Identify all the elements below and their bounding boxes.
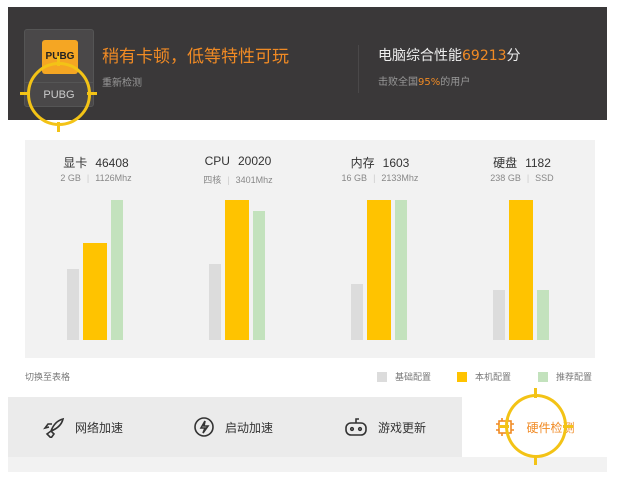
score-label: 电脑综合性能 (378, 48, 462, 64)
spec-separator: | (86, 173, 90, 183)
legend-base: 基础配置 (377, 370, 431, 383)
hardware-spec: 238 GB | SSD (451, 173, 593, 183)
legend-swatch (538, 371, 548, 382)
tab-label: 网络加速 (74, 420, 123, 435)
tab-game-update[interactable]: 游戏更新 (308, 397, 462, 457)
hardware-name: 显卡 (63, 156, 88, 170)
bar-base (67, 268, 79, 340)
highlight-tick (20, 92, 30, 95)
footer-strip (8, 457, 607, 472)
hardware-name: CPU (204, 154, 230, 168)
hardware-score: 46408 (95, 156, 129, 170)
hardware-title: 显卡 46408 (25, 154, 167, 171)
highlight-tick (534, 388, 537, 398)
beat-text: 击败全国95%的用户 (378, 73, 470, 88)
legend-label: 推荐配置 (556, 373, 593, 383)
score-unit: 分 (506, 48, 521, 64)
highlight-tick (57, 122, 60, 132)
beat-label: 击败全国 (378, 77, 418, 88)
legend-recommended: 推荐配置 (538, 370, 592, 383)
bar-local (225, 200, 249, 340)
highlight-tick (87, 92, 97, 95)
bar-base (351, 284, 363, 340)
bar-base (209, 264, 221, 340)
bar-recommended (111, 200, 123, 340)
score-value: 69213 (462, 48, 507, 64)
hardware-column: 内存 1603 16 GB | 2133Mhz (309, 140, 451, 358)
header: PUBG PUBG 稍有卡顿，低等特性可玩 重新检测 电脑综合性能69213分 … (8, 7, 607, 120)
beat-suffix: 的用户 (440, 77, 471, 88)
spec-primary: 2 GB (60, 173, 81, 183)
spec-separator: | (373, 173, 376, 183)
hardware-chart-panel: 显卡 46408 2 GB | 1126Mhz CPU 20020 四核 | 3401Mhz 内… (25, 140, 595, 358)
spec-primary: 238 GB (490, 173, 521, 183)
hardware-title: 硬盘 1182 (451, 154, 593, 171)
hardware-score: 1603 (382, 156, 410, 170)
spec-secondary: SSD (535, 173, 554, 183)
bar-recommended (537, 289, 549, 340)
bar-base (493, 289, 505, 340)
highlight-ring (505, 394, 567, 458)
bar-recommended (395, 200, 407, 340)
score-text: 电脑综合性能69213分 (378, 45, 521, 65)
highlight-tick (499, 425, 509, 428)
tab-label: 游戏更新 (377, 420, 426, 435)
bar-local (367, 200, 391, 340)
bar-recommended (253, 211, 265, 340)
beat-percent: 95% (418, 77, 441, 88)
spec-primary: 16 GB (341, 173, 368, 183)
switch-to-table-link[interactable]: 切换至表格 (25, 373, 71, 383)
hardware-spec: 四核 | 3401Mhz (167, 173, 309, 186)
rocket-icon (42, 417, 65, 438)
hardware-title: CPU 20020 (167, 154, 309, 168)
spec-primary: 四核 (203, 175, 222, 185)
spec-secondary: 3401Mhz (235, 175, 273, 185)
highlight-tick (563, 425, 573, 428)
status-text: 稍有卡顿，低等特性可玩 (102, 47, 289, 67)
divider (358, 45, 359, 93)
bar-local (83, 243, 107, 340)
lightning-icon (194, 417, 214, 437)
tab-network-boost[interactable]: 网络加速 (8, 397, 158, 457)
hardware-spec: 2 GB | 1126Mhz (25, 173, 167, 183)
spec-separator: | (227, 175, 230, 185)
gamepad-icon (345, 418, 367, 436)
legend-label: 基础配置 (395, 373, 432, 383)
hardware-score: 1182 (525, 156, 551, 170)
hardware-spec: 16 GB | 2133Mhz (309, 173, 451, 183)
spec-separator: | (526, 173, 530, 183)
hardware-score: 20020 (237, 154, 272, 168)
tab-label: 启动加速 (224, 420, 273, 435)
highlight-ring (27, 62, 91, 126)
legend-swatch (377, 371, 387, 382)
spec-secondary: 1126Mhz (95, 173, 132, 183)
highlight-tick (534, 455, 537, 465)
hardware-name: 硬盘 (493, 156, 518, 170)
highlight-tick (57, 56, 60, 66)
hardware-column: 显卡 46408 2 GB | 1126Mhz (25, 140, 167, 358)
hardware-column: 硬盘 1182 238 GB | SSD (451, 140, 593, 358)
legend-label: 本机配置 (475, 373, 512, 383)
hardware-title: 内存 1603 (309, 154, 451, 171)
bar-local (509, 200, 533, 340)
spec-secondary: 2133Mhz (381, 173, 419, 183)
hardware-column: CPU 20020 四核 | 3401Mhz (167, 140, 309, 358)
tab-launch-boost[interactable]: 启动加速 (158, 397, 308, 457)
legend-local: 本机配置 (457, 370, 511, 383)
legend-swatch (457, 371, 467, 382)
hardware-name: 内存 (350, 156, 375, 170)
recheck-link[interactable]: 重新检测 (102, 78, 142, 89)
